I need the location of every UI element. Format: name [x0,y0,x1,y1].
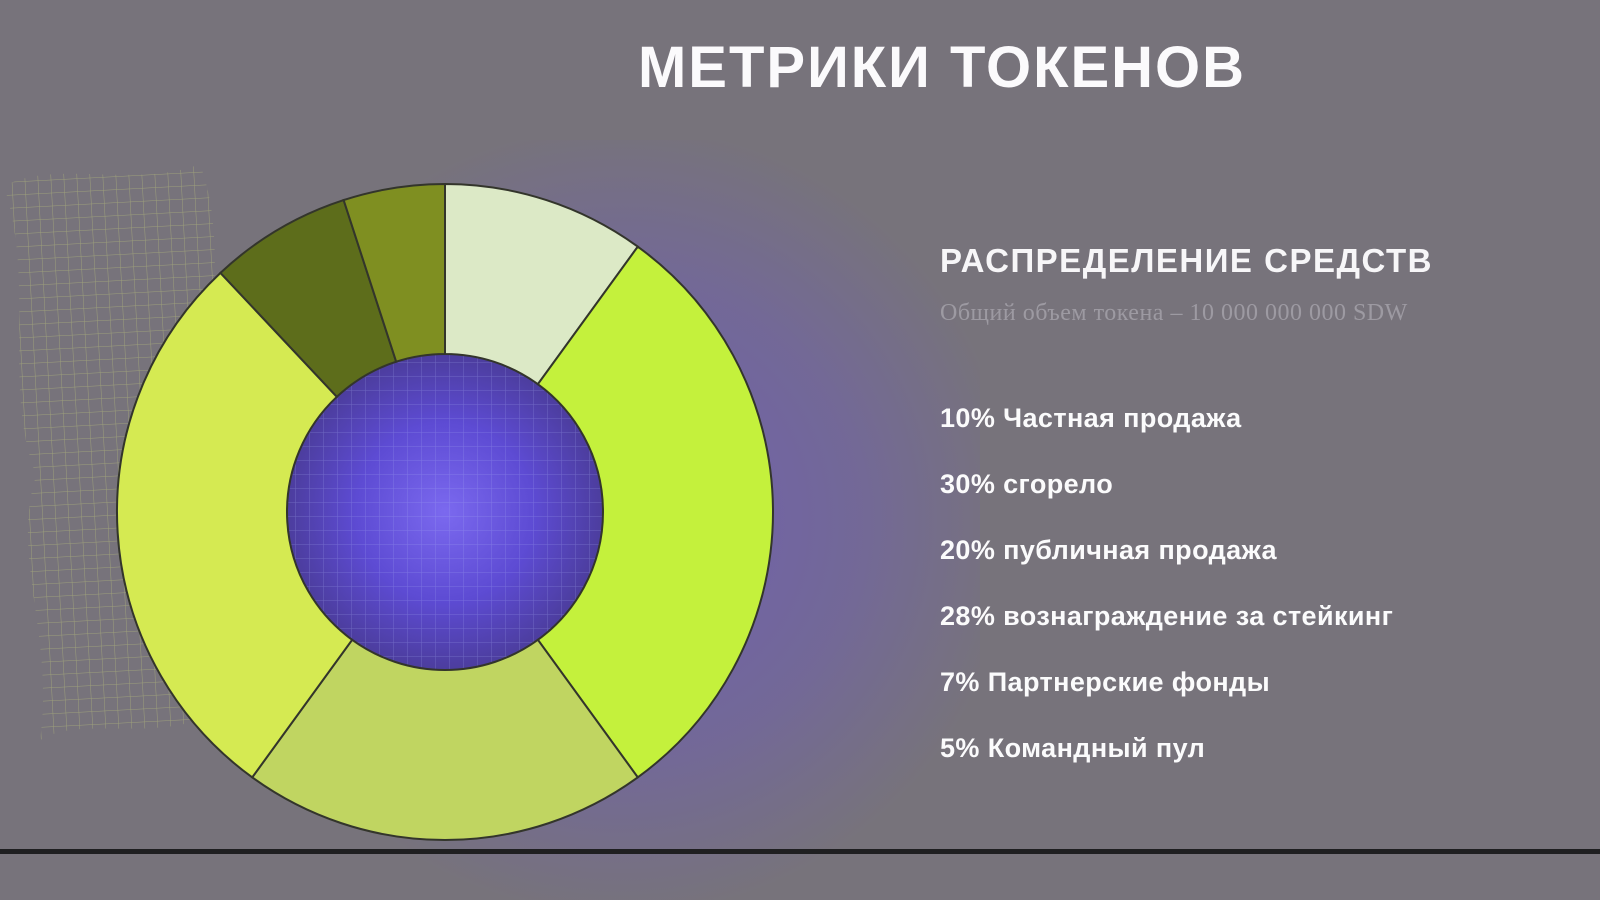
distribution-heading: РАСПРЕДЕЛЕНИЕ СРЕДСТВ [940,242,1433,279]
donut-segments-group [116,182,774,841]
token-distribution-donut-chart [113,180,777,844]
donut-segment-team-pool [342,182,446,363]
donut-segment-burned [536,245,774,779]
legend-item-team-pool: 5% Командный пул [940,733,1206,763]
donut-segment-public-sale [250,638,640,841]
total-supply-subtitle: Общий объем токена – 10 000 000 000 SDW [940,300,1408,326]
legend-list: 10% Частная продажа 30% сгорело 20% публ… [940,403,1520,764]
legend-item-private-sale: 10% Частная продажа [940,403,1242,433]
legend-item-burned: 30% сгорело [940,469,1114,499]
distribution-panel: РАСПРЕДЕЛЕНИЕ СРЕДСТВ Общий объем токена… [940,242,1520,799]
page-title: МЕТРИКИ ТОКЕНОВ [637,35,1247,100]
donut-center-mesh [285,352,605,672]
legend-item-public-sale: 20% публичная продажа [940,535,1277,565]
donut-segment-staking-rewards [116,271,354,779]
bottom-edge-strip [0,849,1600,854]
legend-item-staking-rewards: 28% вознаграждение за стейкинг [940,601,1394,631]
legend-item-partner-funds: 7% Партнерские фонды [940,667,1271,697]
